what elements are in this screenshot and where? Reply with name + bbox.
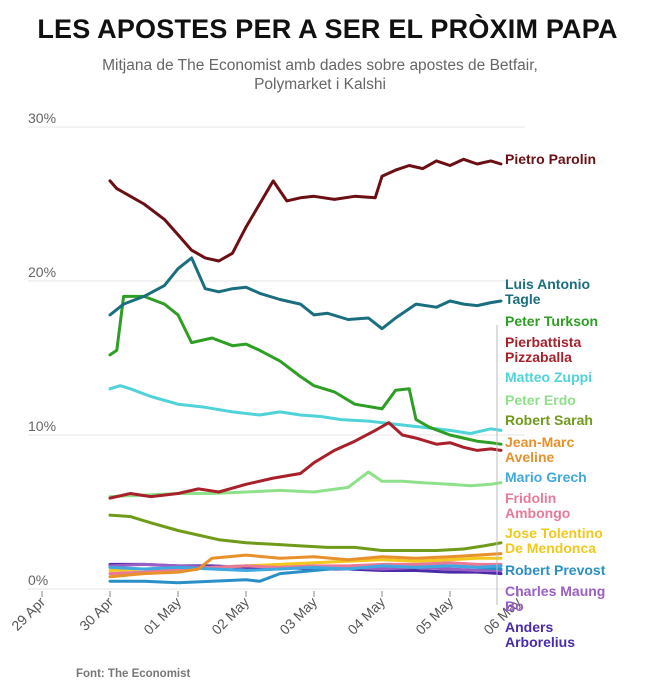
x-tick-label: 29 Apr bbox=[8, 594, 48, 634]
source-note: Font: The Economist bbox=[76, 668, 191, 680]
series-label-line: Anders bbox=[505, 619, 553, 635]
series-label-line: Charles Maung bbox=[505, 583, 605, 599]
series-label-line: Matteo Zuppi bbox=[505, 369, 592, 385]
x-tick-label: 30 Apr bbox=[76, 594, 116, 634]
series-labels: Pietro Parolin Luis Antonio Tagle Peter Tur… bbox=[496, 151, 606, 650]
series-label: Matteo Zuppi bbox=[505, 369, 592, 385]
series-label-line: Peter Erdo bbox=[505, 392, 576, 408]
x-tick-label: 05 May bbox=[412, 594, 456, 638]
series-label-line: Peter Turkson bbox=[505, 313, 598, 329]
series-line-pietro-parolin bbox=[108, 157, 503, 263]
y-axis: 0% 10% 20% 30% bbox=[28, 110, 56, 588]
series-label: Fridolin Ambongo bbox=[505, 490, 570, 521]
series-label-line: Luis Antonio bbox=[505, 276, 590, 292]
y-tick-label: 30% bbox=[28, 110, 56, 126]
series-line-matteo-zuppi bbox=[108, 384, 503, 435]
gridlines bbox=[28, 126, 525, 590]
y-tick-label: 0% bbox=[28, 572, 48, 588]
series-label: Pierbattista Pizzaballa bbox=[505, 334, 581, 365]
series-label-line: Jean-Marc bbox=[505, 434, 574, 450]
chart-subtitle: Mitjana de The Economist amb dades sobre… bbox=[40, 56, 600, 94]
series-label-line: Robert Prevost bbox=[505, 562, 606, 578]
series-label: Mario Grech bbox=[505, 469, 587, 485]
y-tick-label: 20% bbox=[28, 264, 56, 280]
series-line-pierbattista-pizzaballa bbox=[108, 421, 503, 500]
series-line-robert-sarah bbox=[108, 513, 503, 552]
series-label-line: Mario Grech bbox=[505, 469, 587, 485]
y-tick-label: 10% bbox=[28, 418, 56, 434]
series-line-peter-erdo bbox=[108, 470, 503, 499]
series-label: Robert Prevost bbox=[505, 562, 606, 578]
x-tick-label: 01 May bbox=[140, 594, 184, 638]
series-label-line: Aveline bbox=[505, 449, 554, 465]
series-line-peter-turkson bbox=[108, 294, 503, 446]
series-label: Peter Erdo bbox=[505, 392, 576, 408]
chart-title: LES APOSTES PER A SER EL PRÒXIM PAPA bbox=[37, 14, 618, 44]
series-line-jean-marc-aveline bbox=[108, 552, 503, 579]
series-label-line: Pizzaballa bbox=[505, 349, 572, 365]
series-label: Luis Antonio Tagle bbox=[505, 276, 590, 307]
series-label: Jean-Marc Aveline bbox=[505, 434, 574, 465]
series-label: Peter Turkson bbox=[505, 313, 598, 329]
series-lines bbox=[108, 157, 503, 585]
series-label-line: De Mendonca bbox=[505, 540, 596, 556]
series-label-line: Ambongo bbox=[505, 505, 570, 521]
series-label-line: Jose Tolentino bbox=[505, 525, 603, 541]
series-label: Jose Tolentino De Mendonca bbox=[505, 525, 603, 556]
series-label: Anders Arborelius bbox=[505, 619, 575, 650]
series-label-line: Robert Sarah bbox=[505, 412, 593, 428]
series-label-line: Pierbattista bbox=[505, 334, 581, 350]
series-label: Pietro Parolin bbox=[505, 151, 596, 167]
series-label: Charles Maung Bo bbox=[505, 583, 605, 614]
series-label-line: Fridolin bbox=[505, 490, 556, 506]
x-tick-label: 03 May bbox=[276, 594, 320, 638]
series-line-luis-antonio-tagle bbox=[108, 256, 503, 331]
series-label-line: Arborelius bbox=[505, 634, 575, 650]
x-axis: 29 Apr 30 Apr 01 May 02 May 03 May 04 May 05 M… bbox=[8, 591, 524, 638]
series-label-line: Tagle bbox=[505, 291, 541, 307]
series-label-line: Pietro Parolin bbox=[505, 151, 596, 167]
subtitle-line-2: Polymarket i Kalshi bbox=[254, 76, 386, 93]
series-label: Robert Sarah bbox=[505, 412, 593, 428]
x-tick-label: 04 May bbox=[344, 594, 388, 638]
x-tick-label: 02 May bbox=[208, 594, 252, 638]
series-line-mario-grech bbox=[108, 564, 503, 572]
series-label-line: Bo bbox=[505, 598, 524, 614]
subtitle-line-1: Mitjana de The Economist amb dades sobre… bbox=[102, 57, 538, 74]
